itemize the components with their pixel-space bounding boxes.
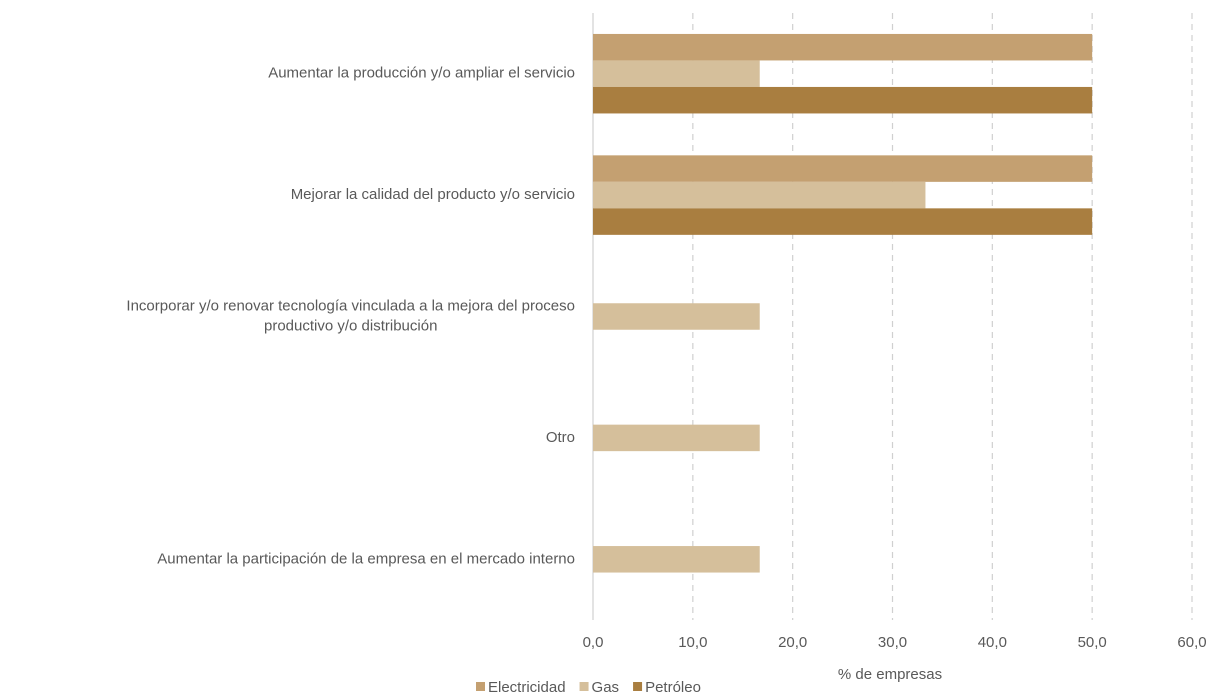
y-tick-label: Aumentar la producción y/o ampliar el se… xyxy=(268,65,575,82)
x-tick-label: 50,0 xyxy=(1078,634,1107,651)
x-tick-label: 60,0 xyxy=(1177,634,1206,651)
bar xyxy=(593,86,1093,114)
bar xyxy=(593,208,1093,235)
x-tick-label: 40,0 xyxy=(978,634,1007,651)
label-line: Incorporar y/o renovar tecnología vincul… xyxy=(126,297,575,314)
y-tick-label: Mejorar la calidad del producto y/o serv… xyxy=(291,186,575,203)
legend-swatch xyxy=(476,682,485,691)
legend-swatch xyxy=(633,682,643,691)
y-tick-label: Incorporar y/o renovar tecnología vincul… xyxy=(126,297,575,334)
x-axis-title: % de empresas xyxy=(838,666,942,683)
x-tick-label: 30,0 xyxy=(878,634,907,651)
legend-label: Petróleo xyxy=(645,679,701,695)
legend-label: Gas xyxy=(592,679,620,695)
y-tick-label: Aumentar la participación de la empresa … xyxy=(157,550,575,567)
bar xyxy=(593,155,1093,182)
x-tick-label: 20,0 xyxy=(778,634,807,651)
bar xyxy=(593,424,760,452)
y-tick-label: Otro xyxy=(546,429,575,446)
legend-swatch xyxy=(579,682,589,691)
x-tick-label: 10,0 xyxy=(678,634,707,651)
bar xyxy=(593,303,760,330)
bar xyxy=(593,181,926,209)
x-tick-label: 0,0 xyxy=(583,634,604,651)
legend: Electricidad Gas Petróleo xyxy=(476,679,701,695)
bar xyxy=(593,33,1093,61)
legend-label: Electricidad xyxy=(488,679,566,695)
bar xyxy=(593,60,760,87)
label-line: productivo y/o distribución xyxy=(264,317,437,334)
bar xyxy=(593,546,760,573)
